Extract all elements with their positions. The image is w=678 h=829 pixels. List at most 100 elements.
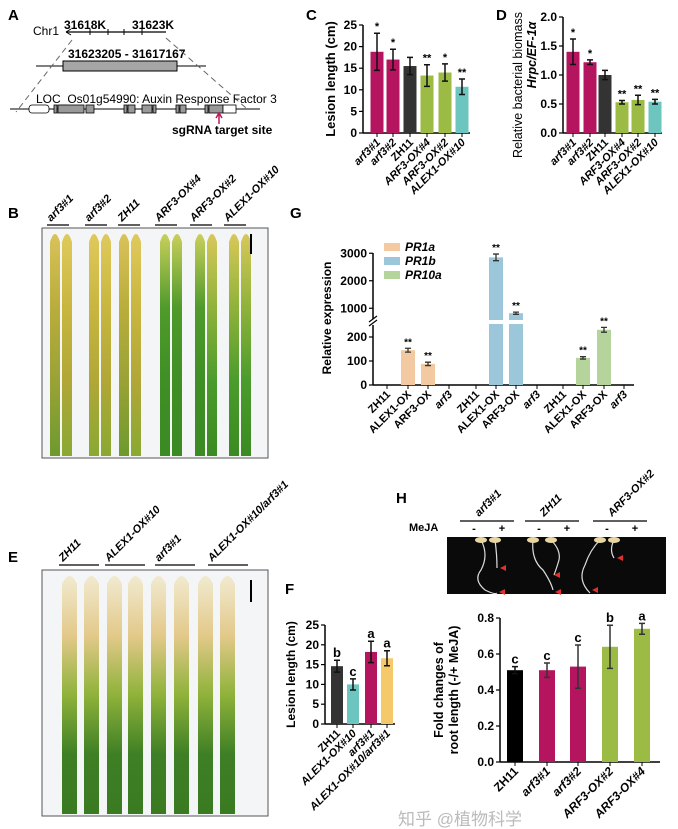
chr-label: Chr1 <box>33 24 59 38</box>
legend-swatch <box>384 257 400 265</box>
bar <box>347 684 359 724</box>
error-bar <box>407 56 413 76</box>
legend-label: PR1b <box>405 254 436 268</box>
y-axis-label: Fold changes of <box>432 641 446 738</box>
bar <box>455 86 469 133</box>
sgrna-arrow-icon <box>215 111 223 124</box>
error-bar <box>425 361 431 367</box>
meja-label: MeJA <box>409 522 438 534</box>
group-label: ZH11 <box>537 492 565 520</box>
y-axis-label: Relative bacterial biomass <box>511 12 525 158</box>
leaf <box>241 234 251 456</box>
bar <box>539 670 555 762</box>
error-bar <box>390 48 396 71</box>
seed <box>608 537 620 543</box>
leaf <box>172 234 182 456</box>
panel-letter-g: G <box>290 205 302 222</box>
treatment-sign: - <box>472 523 476 535</box>
root <box>550 539 560 576</box>
panel-letter-c: C <box>306 7 317 24</box>
y-tick-label: 200 <box>347 330 367 344</box>
significance-label: ** <box>600 316 608 327</box>
legend-swatch <box>384 243 400 251</box>
group-label: arf3#1 <box>45 193 76 224</box>
root <box>477 539 498 595</box>
y-tick-label: 25 <box>306 618 320 632</box>
bar <box>403 66 417 133</box>
bar <box>598 75 612 133</box>
legend-label: PR1a <box>405 240 435 254</box>
significance-label: * <box>571 27 576 39</box>
bar <box>386 59 400 134</box>
legend-label: PR10a <box>405 268 442 282</box>
significance-label: c <box>543 648 550 663</box>
bar <box>576 357 590 385</box>
tick-31623k: 31623K <box>132 18 174 32</box>
leaf <box>89 234 99 456</box>
watermark: 知乎 @植物科学 <box>398 810 522 829</box>
y-tick-label: 0.2 <box>477 719 494 733</box>
red-arrowhead-icon <box>592 587 598 593</box>
error-bar <box>374 32 380 72</box>
axis-break-icon <box>368 315 378 327</box>
y-axis-label-2: Hrpc/EF-1α <box>525 20 539 88</box>
group-label: arf3#1 <box>153 533 184 564</box>
significance-label: c <box>574 630 581 645</box>
gene-diagram: Chr1 31618K 31623K 31623205 - 31617167 L… <box>10 18 277 137</box>
significance-label: a <box>638 608 646 623</box>
bar-break <box>508 320 524 324</box>
bar <box>331 666 343 724</box>
y-tick-label: 0 <box>360 378 367 392</box>
significance-label: c <box>511 652 518 667</box>
significance-label: ** <box>492 243 500 254</box>
significance-label: a <box>367 626 375 641</box>
error-bar <box>512 665 518 675</box>
error-bar <box>368 640 374 664</box>
y-tick-label: 20 <box>344 40 358 54</box>
significance-label: ** <box>404 337 412 348</box>
scale-bar <box>250 234 252 254</box>
bar <box>602 646 618 762</box>
panel-letter-d: D <box>496 7 507 24</box>
scale-bar <box>250 580 252 602</box>
leaf <box>119 234 129 456</box>
y-tick-label: 25 <box>344 18 358 32</box>
y-axis-label-2: root length (-/+ MeJA) <box>447 626 461 755</box>
bar <box>401 350 415 385</box>
seed <box>475 537 487 543</box>
significance-label: ** <box>458 67 467 79</box>
y-tick-label: 5 <box>350 104 357 118</box>
error-bar <box>424 63 430 88</box>
error-bar <box>493 253 499 262</box>
significance-label: b <box>606 610 614 625</box>
chart-D: 0.00.51.01.52.0*arf3#1*arf3#2ZH11**ARF3-… <box>511 10 662 198</box>
leaf <box>160 234 170 456</box>
chart-F: 0510152025bZH11cALEX1-OX#10aarf3#1aALEX1… <box>284 618 395 814</box>
error-bar <box>384 649 390 667</box>
error-bar <box>570 38 576 66</box>
panel-letter-e: E <box>8 549 18 566</box>
leaf <box>131 234 141 456</box>
red-arrowhead-icon <box>500 565 506 571</box>
significance-label: a <box>383 636 391 651</box>
significance-label: ** <box>618 89 627 101</box>
bar <box>566 51 580 133</box>
panel-h-labels: arf3#1 - + ZH11 - + ARF3-OX#2 - + <box>460 468 657 535</box>
treatment-sign: + <box>499 523 505 535</box>
error-bar <box>575 644 581 689</box>
treatment-sign: + <box>632 523 638 535</box>
seed <box>594 537 606 543</box>
y-tick-label: 0.5 <box>540 97 557 111</box>
region-coordinates: 31623205 - 31617167 <box>68 47 186 61</box>
bar <box>381 658 393 724</box>
y-tick-label: 15 <box>306 658 320 672</box>
leaf <box>101 234 111 456</box>
bar <box>507 670 523 762</box>
y-tick-label: 5 <box>312 697 319 711</box>
leaf <box>174 576 189 814</box>
error-bar <box>459 78 465 96</box>
bar <box>370 51 384 134</box>
y-tick-label: 15 <box>344 61 358 75</box>
